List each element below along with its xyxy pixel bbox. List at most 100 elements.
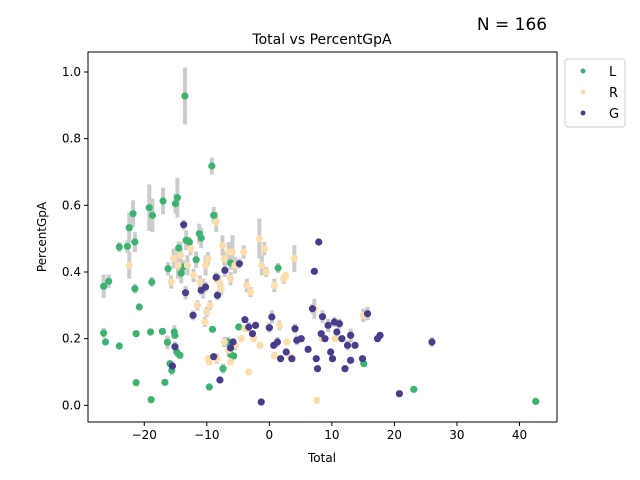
data-point-R xyxy=(204,355,212,363)
data-point-R xyxy=(196,278,204,286)
data-point-L xyxy=(181,92,189,100)
data-point-G xyxy=(241,316,249,324)
data-point-G xyxy=(341,365,349,373)
data-point-L xyxy=(132,330,140,338)
data-point-L xyxy=(148,211,157,219)
data-point-L xyxy=(185,238,193,246)
data-point-G xyxy=(277,355,285,363)
data-point-G xyxy=(324,321,332,329)
data-point-L xyxy=(158,327,167,335)
data-point-G xyxy=(338,335,346,343)
data-point-R xyxy=(186,245,195,253)
data-point-G xyxy=(327,348,335,356)
data-point-R xyxy=(237,335,245,343)
data-point-G xyxy=(315,238,323,246)
data-point-L xyxy=(101,338,110,346)
data-point-R xyxy=(206,301,214,309)
data-point-G xyxy=(282,348,290,356)
data-point-G xyxy=(180,221,188,229)
data-point-R xyxy=(270,351,278,359)
data-point-R xyxy=(243,281,251,289)
data-point-G xyxy=(226,344,235,352)
sample-size-annotation: N = 166 xyxy=(477,15,547,35)
data-point-R xyxy=(260,245,268,253)
y-tick-label: 1.0 xyxy=(62,65,81,79)
y-tick-label: 0.4 xyxy=(62,265,81,279)
data-point-R xyxy=(217,285,225,293)
data-point-L xyxy=(105,277,113,285)
data-point-G xyxy=(229,338,237,346)
data-point-L xyxy=(230,352,238,360)
data-point-R xyxy=(262,268,270,276)
data-point-L xyxy=(219,365,227,373)
data-point-G xyxy=(189,311,197,319)
data-point-L xyxy=(115,243,123,251)
legend-marker-R xyxy=(580,89,586,95)
data-point-G xyxy=(288,355,296,363)
data-point-G xyxy=(257,398,265,406)
data-point-L xyxy=(115,342,123,350)
error-bars xyxy=(101,67,538,406)
data-point-G xyxy=(317,330,325,338)
data-point-L xyxy=(192,256,200,264)
data-point-R xyxy=(170,255,178,263)
data-point-G xyxy=(343,341,352,349)
data-point-L xyxy=(197,234,205,242)
data-point-L xyxy=(161,378,169,386)
legend-label-G: G xyxy=(609,107,619,122)
data-point-G xyxy=(376,331,384,339)
plot-frame xyxy=(87,51,558,423)
data-point-R xyxy=(313,396,321,404)
data-point-R xyxy=(246,288,255,296)
data-point-L xyxy=(532,397,540,405)
chart-title: Total vs PercentGpA xyxy=(251,32,392,48)
data-point-R xyxy=(331,335,339,343)
data-point-R xyxy=(258,261,266,269)
data-point-L xyxy=(164,265,172,273)
data-point-R xyxy=(212,218,220,226)
data-point-R xyxy=(255,235,263,243)
y-tick-label: 0.6 xyxy=(62,198,81,212)
x-tick-label: 10 xyxy=(324,428,339,442)
data-point-L xyxy=(235,323,243,331)
data-point-L xyxy=(208,325,217,333)
data-point-R xyxy=(204,255,212,263)
data-point-L xyxy=(131,285,139,293)
data-point-R xyxy=(167,278,175,286)
data-point-G xyxy=(273,338,282,346)
legend-label-L: L xyxy=(609,65,617,80)
data-point-G xyxy=(216,376,224,384)
data-point-L xyxy=(210,211,218,219)
data-point-L xyxy=(132,379,140,387)
data-point-R xyxy=(245,368,253,376)
data-point-G xyxy=(335,320,343,328)
data-point-L xyxy=(159,197,167,205)
data-point-G xyxy=(347,356,355,364)
data-point-G xyxy=(213,291,222,299)
legend-marker-L xyxy=(580,68,586,74)
data-point-R xyxy=(201,318,209,326)
data-point-R xyxy=(176,251,185,259)
data-point-L xyxy=(171,200,180,208)
data-point-R xyxy=(226,358,235,366)
data-point-R xyxy=(270,281,278,289)
data-point-R xyxy=(240,248,248,256)
y-tick-label: 0.2 xyxy=(62,332,81,346)
data-point-L xyxy=(131,238,139,246)
data-point-R xyxy=(282,271,290,279)
data-point-G xyxy=(245,323,253,331)
data-point-G xyxy=(304,345,312,353)
y-axis-ticks: 0.0 0.2 0.4 0.6 0.8 1.0 xyxy=(62,65,88,412)
data-point-L xyxy=(177,269,185,277)
data-point-R xyxy=(218,241,227,249)
data-point-R xyxy=(190,271,198,279)
data-point-R xyxy=(228,248,237,256)
data-point-G xyxy=(212,273,220,281)
data-point-L xyxy=(147,396,155,404)
x-tick-label: 0 xyxy=(266,428,274,442)
data-point-G xyxy=(221,266,229,274)
data-point-G xyxy=(291,325,299,333)
data-point-R xyxy=(275,321,283,329)
data-point-L xyxy=(208,162,216,170)
